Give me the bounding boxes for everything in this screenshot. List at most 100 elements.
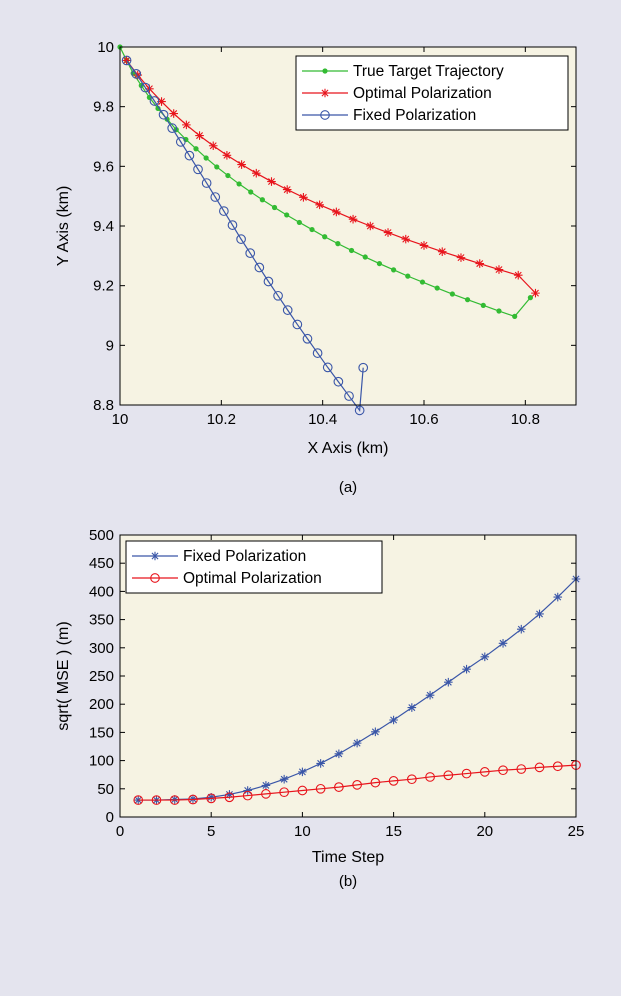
data-point [182, 120, 191, 130]
data-point [516, 624, 526, 634]
x-tick-label: 15 [385, 823, 402, 840]
data-point [475, 259, 485, 268]
data-point [534, 762, 545, 773]
data-point [434, 285, 440, 291]
x-tick-label: 10.4 [308, 411, 337, 428]
data-point [140, 82, 151, 93]
data-point [443, 770, 454, 781]
data-point [243, 786, 252, 795]
y-tick-label: 300 [89, 640, 114, 657]
data-point [222, 150, 232, 160]
data-point [151, 795, 162, 805]
data-point [149, 96, 160, 106]
legend-label: True Target Trajectory [353, 63, 504, 80]
data-point [419, 241, 429, 250]
data-point [309, 226, 315, 233]
data-point [348, 214, 358, 224]
data-point [267, 177, 276, 186]
y-tick-label: 250 [89, 668, 114, 685]
legend-marker [320, 88, 330, 98]
legend-entry: Fixed Polarization [302, 107, 476, 124]
data-point [184, 150, 195, 161]
data-point [279, 787, 290, 798]
data-point [388, 776, 399, 786]
y-tick-label: 9.8 [93, 99, 114, 116]
data-point [332, 207, 341, 217]
data-point [334, 782, 344, 792]
caption-b: (b) [339, 873, 357, 890]
legend-marker [150, 573, 160, 583]
series-line [126, 60, 364, 413]
x-tick-label: 0 [116, 823, 124, 840]
data-point [462, 664, 471, 674]
data-point [261, 789, 271, 799]
x-tick-label: 10 [294, 823, 311, 840]
x-tick-label: 20 [476, 823, 493, 840]
data-point [133, 70, 143, 80]
data-point [227, 220, 238, 230]
data-point [498, 765, 508, 776]
data-point [480, 652, 490, 662]
data-point [464, 297, 471, 303]
legend-entry: Optimal Polarization [132, 570, 322, 587]
data-point [203, 155, 209, 161]
data-point [225, 790, 234, 799]
legend: Fixed Polarization Optimal Polarization [125, 540, 383, 594]
x-tick-label: 10.2 [207, 411, 236, 428]
legend: True Target Trajectory Optimal Polarizati… [295, 55, 569, 131]
x-axis-label: X Axis (km) [308, 440, 389, 457]
y-tick-label: 10 [97, 39, 114, 56]
x-tick-label: 10.8 [511, 411, 540, 428]
data-point [298, 767, 307, 777]
data-point [236, 234, 246, 244]
x-tick-label: 10.6 [409, 411, 438, 428]
y-axis-label: sqrt( MSE ) (m) [55, 621, 72, 730]
data-point [225, 172, 231, 179]
data-point [282, 305, 293, 315]
data-point [188, 794, 198, 805]
data-point [496, 308, 502, 314]
data-point [158, 109, 169, 120]
data-point [248, 189, 254, 195]
legend-box [125, 540, 383, 594]
data-point [292, 319, 303, 330]
data-point [302, 333, 313, 344]
data-point [358, 362, 369, 373]
y-tick-label: 450 [89, 555, 114, 572]
legend-entry: Optimal Polarization [302, 85, 492, 102]
series-circle-2 [121, 55, 369, 416]
data-point [456, 253, 466, 262]
plot-frame [119, 534, 577, 818]
plot-frame [119, 46, 577, 406]
data-point [169, 109, 179, 118]
data-point [284, 212, 290, 218]
data-point [335, 241, 341, 247]
data-point [461, 768, 472, 779]
data-point [133, 795, 144, 805]
data-point [312, 348, 323, 358]
data-point [437, 247, 447, 256]
data-point [333, 376, 344, 387]
legend-marker [322, 68, 328, 74]
data-point [296, 219, 302, 226]
y-tick-label: 400 [89, 583, 114, 600]
data-point [348, 247, 355, 254]
legend-label: Optimal Polarization [183, 570, 322, 587]
data-point [405, 273, 411, 279]
data-point [354, 405, 365, 416]
data-point [299, 193, 308, 202]
y-tick-label: 9.4 [93, 218, 114, 235]
data-point [391, 267, 397, 273]
data-point [365, 221, 375, 231]
data-point [210, 192, 221, 202]
series-circle-1 [133, 760, 581, 805]
data-point [531, 288, 540, 298]
data-point [552, 761, 563, 772]
x-tick-label: 25 [568, 823, 585, 840]
data-point [419, 279, 426, 285]
data-point [512, 313, 518, 319]
data-point [282, 185, 292, 194]
data-point [425, 772, 435, 782]
chart-b-error: 0 5 10 15 20 25050100150200250300350400450500… [55, 527, 584, 890]
data-point [245, 248, 256, 258]
